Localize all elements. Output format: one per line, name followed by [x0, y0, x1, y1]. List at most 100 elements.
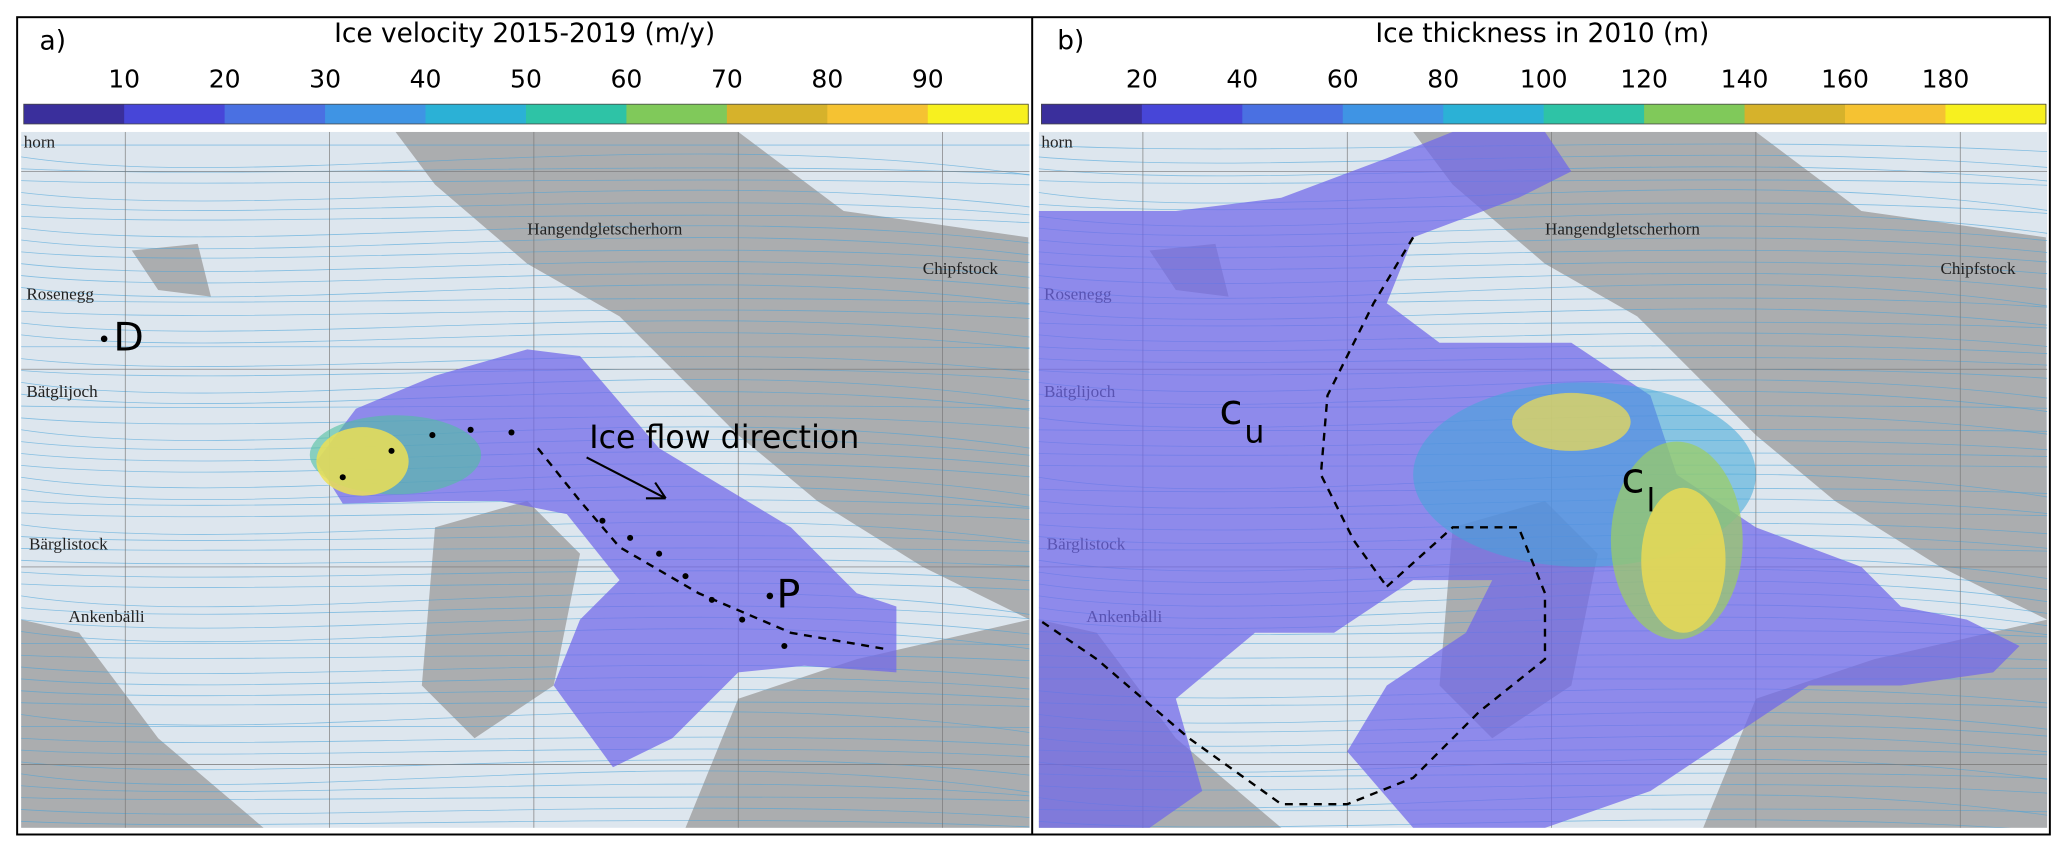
colorbar-tick-label: 80 — [1427, 64, 1459, 93]
colorbar-segment — [626, 104, 728, 124]
colorbar-segment — [1845, 104, 1947, 124]
point — [627, 534, 634, 541]
place-name: Ankenbälli — [69, 607, 145, 626]
colorbar-segment — [1543, 104, 1645, 124]
frame — [16, 16, 2051, 836]
colorbar-frame — [1041, 103, 2047, 125]
point — [388, 447, 395, 454]
divide — [1319, 236, 1415, 588]
panel-label: a) — [40, 27, 66, 57]
colorbar-segment — [1141, 104, 1243, 124]
rock — [1413, 131, 2048, 620]
contour — [21, 807, 1030, 818]
thickness-peak — [1641, 487, 1726, 633]
contour — [21, 202, 1030, 216]
annotation-subscript: u — [1244, 415, 1264, 451]
contour — [21, 189, 1030, 208]
point — [708, 596, 715, 603]
contour — [21, 736, 1030, 746]
colorbar-segment — [224, 104, 326, 124]
colorbar-tick-label: 70 — [711, 64, 743, 93]
contour — [21, 309, 1030, 319]
colorbar-tick-label: 30 — [309, 64, 341, 93]
point — [766, 592, 774, 600]
contour — [21, 499, 1030, 509]
colorbar-segment — [425, 104, 527, 124]
contour — [21, 832, 1029, 840]
annotation: P — [776, 572, 800, 618]
map: hornRoseneggBätglijochBärglistockAnkenbä… — [1038, 131, 2048, 853]
contour — [21, 676, 1030, 690]
point — [656, 550, 663, 557]
contour — [21, 783, 1030, 797]
colorbar-segment — [1041, 104, 1143, 124]
colorbar-tick-label: 140 — [1721, 64, 1769, 93]
colorbar-title: Ice thickness in 2010 (m) — [1375, 19, 1709, 49]
contour — [21, 701, 1030, 707]
place-name: Bätglijoch — [26, 382, 98, 401]
colorbar-tick-label: 80 — [811, 64, 843, 93]
point — [599, 517, 606, 524]
point — [339, 474, 346, 481]
contour — [21, 356, 1030, 373]
contour — [21, 511, 1030, 520]
contour — [21, 167, 1030, 175]
place-name: Hangendgletscherhorn — [527, 220, 682, 239]
colorbar-tick-label: 160 — [1821, 64, 1869, 93]
place-name: horn — [1041, 133, 1073, 152]
contour — [21, 320, 1030, 338]
colorbar-segment — [525, 104, 628, 124]
place-name: Hangendgletscherhorn — [1545, 220, 1700, 239]
colorbar-tick-label: 20 — [209, 64, 241, 93]
colorbar-segment — [927, 104, 1029, 124]
point — [682, 573, 689, 580]
contour — [21, 332, 1030, 350]
point — [781, 642, 788, 650]
place-name: Rosenegg — [26, 284, 94, 303]
colorbar-segment — [1644, 104, 1746, 124]
contour — [21, 582, 1030, 591]
rock — [21, 619, 264, 828]
colorbar-tick-label: 10 — [108, 64, 140, 93]
colorbar-tick-label: 100 — [1520, 64, 1568, 93]
colorbar-segment — [1342, 104, 1444, 124]
colorbar-tick-label: 40 — [410, 64, 442, 93]
colorbar-tick-label: 120 — [1620, 64, 1668, 93]
contour — [21, 237, 1030, 256]
annotation: c — [1621, 454, 1644, 503]
contour — [21, 521, 1030, 542]
colorbar-tick-label: 60 — [610, 64, 642, 93]
colorbar-segment — [124, 104, 226, 124]
contour — [21, 770, 1030, 793]
map: horn Rosenegg Bätglijoch Bärglistock Ankenbä… — [21, 131, 1030, 853]
thickness-peak — [1512, 392, 1631, 451]
contour — [21, 748, 1030, 758]
contour — [21, 689, 1030, 700]
colorbar-tick-label: 40 — [1226, 64, 1258, 93]
contour — [21, 249, 1030, 263]
colorbar-tick-label: 180 — [1922, 64, 1970, 93]
contour — [21, 796, 1030, 802]
point — [100, 335, 108, 343]
place-name: Chipfstock — [1940, 259, 2016, 278]
contour — [21, 284, 1030, 304]
contour — [1039, 842, 2047, 853]
point — [739, 616, 746, 623]
point — [467, 426, 474, 433]
point — [429, 432, 436, 439]
colorbar-tick-label: 20 — [1126, 64, 1158, 93]
annotation-subscript: l — [1646, 483, 1655, 519]
panel: b) Ice thickness in 2010 (m) 20 40 60 80 100 12… — [1038, 19, 2048, 853]
contour — [21, 273, 1030, 289]
contour — [21, 844, 1029, 853]
place-name: Bärglistock — [29, 535, 108, 554]
contour — [21, 214, 1030, 224]
contour — [21, 820, 1030, 828]
annotation: Ice flow direction — [589, 420, 859, 456]
contour — [21, 570, 1030, 582]
place-name: horn — [24, 133, 56, 152]
colorbar-segment — [726, 104, 828, 124]
rock — [131, 243, 211, 297]
colorbar-tick-label: 60 — [1327, 64, 1359, 93]
colorbar-segment — [1242, 104, 1344, 124]
